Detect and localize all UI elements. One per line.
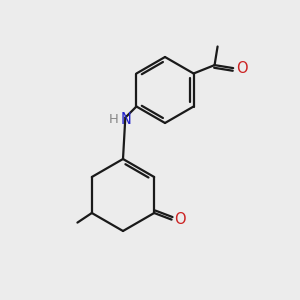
Text: O: O (236, 61, 248, 76)
Text: N: N (121, 112, 131, 127)
Text: O: O (175, 212, 186, 227)
Text: H: H (109, 112, 118, 126)
